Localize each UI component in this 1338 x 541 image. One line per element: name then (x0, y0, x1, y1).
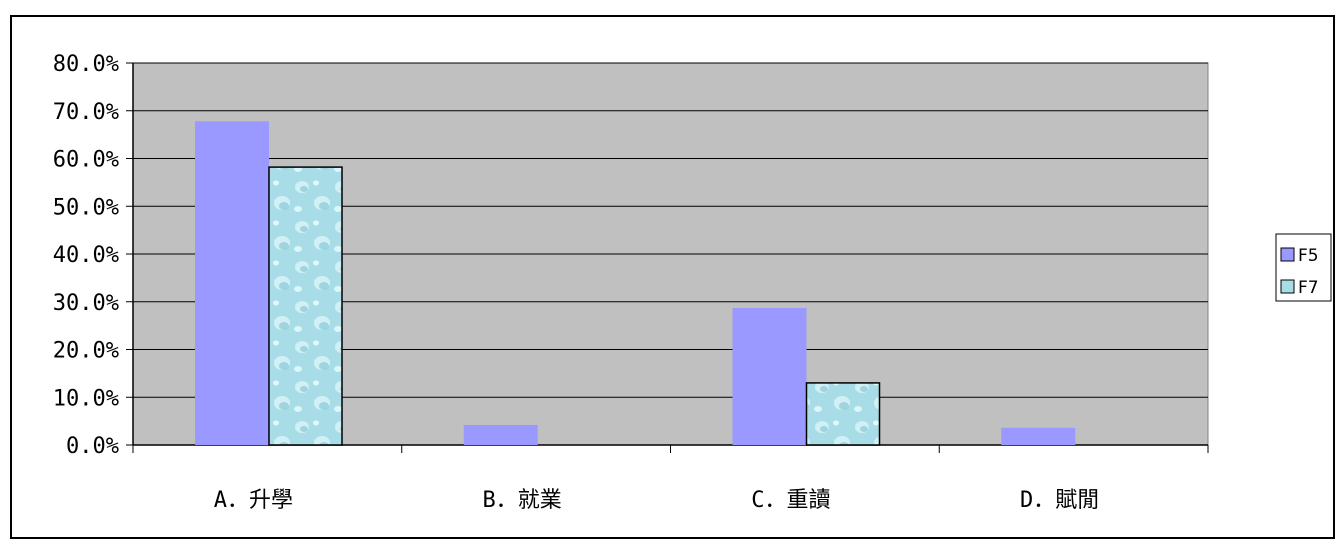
y-tick-label: 0.0% (66, 434, 119, 459)
chart-frame: 0.0% 10.0% 20.0% 30.0% 40.0% 50.0% 60.0% 70.0% 8… (10, 15, 1335, 539)
bar-f5-2 (463, 424, 538, 445)
bar-f5-1 (195, 121, 269, 445)
legend-swatch-f7 (1280, 279, 1295, 294)
bar-f7-3 (805, 382, 881, 446)
x-category-label: A．升學 (214, 488, 293, 513)
legend-label-f5: F5 (1298, 246, 1319, 266)
y-tick-label: 20.0% (53, 339, 119, 364)
y-tick-label: 70.0% (53, 100, 119, 125)
bar-f5-4 (1001, 427, 1076, 445)
bar-chart: 0.0% 10.0% 20.0% 30.0% 40.0% 50.0% 60.0% 70.0% 8… (53, 52, 1332, 513)
x-category-label: B．就業 (483, 488, 562, 513)
y-tick-label: 60.0% (53, 148, 119, 173)
bar-f5-3 (732, 307, 807, 445)
bar-f7-1 (268, 166, 343, 446)
y-tick-label: 10.0% (53, 386, 119, 411)
y-tick-label: 30.0% (53, 291, 119, 316)
y-tick-label: 50.0% (53, 195, 119, 220)
x-category-label: C．重讀 (751, 488, 830, 513)
y-tick-label: 40.0% (53, 243, 119, 268)
legend-swatch-f5 (1280, 247, 1295, 262)
x-category-label: D．賦閒 (1020, 488, 1099, 513)
y-tick-label: 80.0% (53, 52, 119, 77)
legend-label-f7: F7 (1298, 278, 1319, 298)
